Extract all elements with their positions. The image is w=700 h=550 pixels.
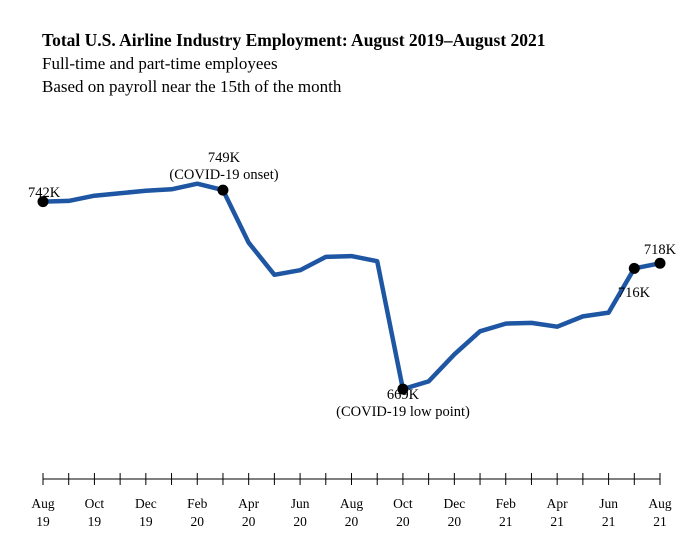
x-tick-label-year: 20 (396, 514, 410, 529)
x-tick-label-month: Aug (648, 496, 671, 511)
x-tick-label-year: 21 (653, 514, 667, 529)
annotation-note-covid-low: (COVID-19 low point) (336, 404, 470, 420)
x-tick-label-year: 20 (191, 514, 205, 529)
chart-header: Total U.S. Airline Industry Employment: … (42, 28, 546, 98)
x-tick-label-year: 20 (293, 514, 307, 529)
x-tick-label-year: 21 (602, 514, 616, 529)
x-tick-label-year: 19 (36, 514, 50, 529)
x-tick-label-year: 19 (139, 514, 153, 529)
chart-subtitle-line-1: Full-time and part-time employees (42, 54, 278, 73)
x-tick-label-year: 20 (242, 514, 256, 529)
x-tick-label-month: Oct (85, 496, 105, 511)
annotation-value-742k: 742K (28, 185, 61, 201)
x-tick-label-month: Apr (238, 496, 259, 511)
highlight-marker (217, 184, 229, 196)
x-tick-label-month: Jun (599, 496, 618, 511)
x-axis-ticks (42, 473, 661, 485)
annotation-value-716k: 716K (618, 285, 651, 301)
annotation-value-718k: 718K (644, 242, 677, 258)
x-tick-label-month: Aug (31, 496, 54, 511)
x-tick-label-month: Aug (340, 496, 363, 511)
highlight-marker (37, 196, 49, 208)
annotation-note-covid-onset: (COVID-19 onset) (169, 167, 278, 183)
x-tick-label-year: 21 (499, 514, 513, 529)
x-tick-label-month: Oct (393, 496, 413, 511)
annotation-aug-2019: 742K (28, 185, 61, 201)
annotation-covid-onset: 749K (COVID-19 onset) (169, 150, 278, 183)
annotation-jul-2021: 716K (618, 285, 651, 301)
x-tick-label-month: Jun (291, 496, 310, 511)
x-tick-label-month: Dec (135, 496, 157, 511)
chart-title: Total U.S. Airline Industry Employment: … (42, 30, 546, 50)
highlight-marker (628, 262, 640, 274)
x-axis-tick-labels: Aug 19 Oct 19 Dec 19 Feb 20 Apr 20 Jun 20 Aug 20 Oct 20… (31, 496, 671, 529)
x-tick-label-month: Feb (496, 496, 517, 511)
annotation-value-669k: 669K (387, 387, 420, 403)
chart-subtitle-line-2: Based on payroll near the 15th of the mo… (42, 77, 342, 96)
x-tick-label-year: 20 (448, 514, 462, 529)
series-line-employment (40, 181, 663, 392)
annotation-covid-low: 669K (COVID-19 low point) (336, 387, 470, 420)
highlight-marker (654, 257, 666, 269)
x-tick-label-month: Feb (187, 496, 208, 511)
annotation-value-749k: 749K (208, 150, 241, 166)
annotation-aug-2021: 718K (644, 242, 677, 258)
highlight-marker (397, 383, 409, 395)
x-tick-label-month: Dec (443, 496, 465, 511)
x-tick-label-year: 20 (345, 514, 359, 529)
x-tick-label-year: 21 (550, 514, 564, 529)
x-tick-label-month: Apr (547, 496, 568, 511)
highlight-markers (37, 184, 666, 395)
x-tick-label-year: 19 (88, 514, 102, 529)
